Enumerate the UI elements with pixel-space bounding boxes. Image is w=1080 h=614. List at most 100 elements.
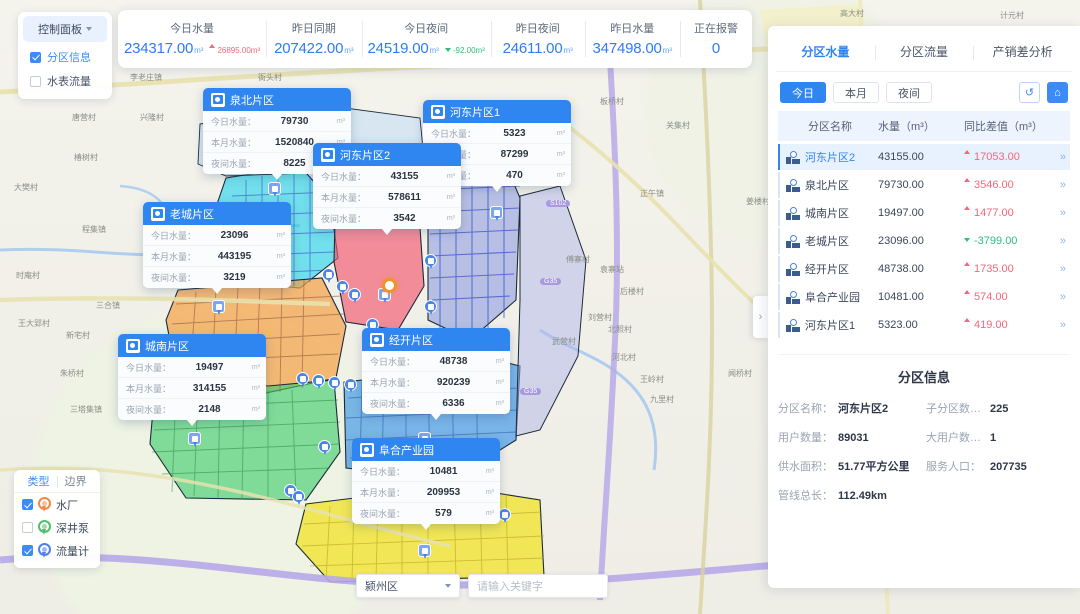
legend-tab-boundary[interactable]: 边界 [64,476,87,488]
row-expand-icon[interactable]: » [1059,319,1066,331]
road-shield-g35: G35 [520,388,542,395]
flow-meter-marker[interactable] [328,376,341,391]
filter-this-month[interactable]: 本月 [833,82,879,103]
zone-popup-row: 本月水量： 920239 m³ [362,372,510,393]
keyword-search-input[interactable]: 请输入关键字 [468,574,608,598]
table-row[interactable]: 泉北片区 79730.00 3546.00 » [778,172,1070,198]
zone-popup-row-unit: m³ [251,384,260,392]
row-expand-icon[interactable]: » [1059,291,1066,303]
legend-item-label: 流量计 [56,545,89,558]
checkbox-flow-meter[interactable] [22,545,33,556]
flow-meter-marker[interactable] [424,300,437,315]
checkbox-deep-well-pump[interactable] [22,522,33,533]
zone-popup-pointer [382,229,392,235]
triangle-up-icon [964,318,970,322]
zone-popup-row-value: 2148 [198,404,221,415]
flow-meter-marker[interactable] [366,318,379,333]
row-expand-icon[interactable]: » [1059,207,1066,219]
district-select-value: 颍州区 [365,581,398,593]
table-row[interactable]: 城南片区 19497.00 1477.00 » [778,200,1070,226]
map-legend[interactable]: 类型 边界 水厂 深井泵 流量计 [14,470,100,568]
map-place-label: 衙头村 [258,73,282,82]
zone-marker-hedong1[interactable] [490,206,503,221]
home-icon[interactable]: ⌂ [1047,82,1068,103]
zone-popup-row-label: 本月水量： [370,377,416,388]
control-panel-header[interactable]: 控制面板 [23,16,107,42]
table-row[interactable]: 阜合产业园 10481.00 574.00 » [778,284,1070,310]
row-expand-icon[interactable]: » [1059,179,1066,191]
triangle-up-icon [964,290,970,294]
zone-popup-header: 泉北片区 [203,88,351,111]
table-row[interactable]: 河东片区1 5323.00 419.00 » [778,312,1070,338]
zone-marker-icon [360,442,374,457]
table-row[interactable]: 经开片区 48738.00 1735.00 » [778,256,1070,282]
zone-marker-quanbei[interactable] [268,182,281,197]
zone-marker-fuhe[interactable] [418,544,431,559]
panel-collapse-handle[interactable]: › [753,296,768,338]
info-field-value: 112.49km [838,490,887,502]
undo-icon[interactable]: ↺ [1019,82,1040,103]
zone-marker-chengnan[interactable] [188,432,201,447]
table-row[interactable]: 河东片区2 43155.00 17053.00 » [778,144,1070,170]
flow-meter-marker[interactable] [318,440,331,455]
zone-popup-row-label: 本月水量： [211,137,257,148]
legend-item-flow-meter[interactable]: 流量计 [14,539,100,562]
zone-popup-card[interactable]: 经开片区 今日水量： 48738 m³ 本月水量： 920239 m³ 夜间水量： 6336 m³ [362,328,510,420]
zone-name-cell: 老城片区 [805,236,849,248]
flow-meter-marker[interactable] [336,280,349,295]
stat-delta-up: 26895.00m³ [209,43,260,55]
checkbox-zone-info[interactable] [30,51,41,63]
zone-diff-value: 3546.00 [974,179,1014,191]
zone-popup-row-unit: m³ [446,172,455,180]
zone-popup-row: 本月水量： 443195 m³ [143,246,291,267]
legend-item-deep-well-pump[interactable]: 深井泵 [14,516,100,539]
column-header-volume: 水量（m³） [878,121,935,133]
zone-marker-laocheng[interactable] [212,300,225,315]
zone-popup-row-value: 87299 [500,148,529,160]
legend-tab-type[interactable]: 类型 [27,476,50,488]
keyword-search-placeholder: 请输入关键字 [477,581,543,593]
legend-tabs[interactable]: 类型 边界 [14,470,100,493]
zone-popup-card[interactable]: 阜合产业园 今日水量： 10481 m³ 本月水量： 209953 m³ 夜间水量： 579 m³ [352,438,500,530]
info-field-value: 225 [990,403,1009,415]
flow-meter-marker[interactable] [424,254,437,269]
row-expand-icon[interactable]: » [1059,151,1066,163]
zone-popup-row-unit: m³ [556,150,565,158]
flow-meter-marker[interactable] [498,508,511,523]
flow-meter-marker[interactable] [292,490,305,505]
zone-popup-card[interactable]: 老城片区 今日水量： 23096 m³ 本月水量： 443195 m³ 夜间水量： 3219 m³ [143,202,291,294]
row-expand-icon[interactable]: » [1059,235,1066,247]
zone-popup-row-value: 579 [435,508,452,519]
deep-well-pump-pin-icon [38,520,51,535]
filter-night[interactable]: 夜间 [886,82,932,103]
zone-popup-row-label: 本月水量： [360,487,406,498]
zone-popup-pointer [431,414,441,420]
zone-info-block: 分区信息 分区名称： 河东片区2 子分区数… 225 用户数量： 89031 大用户数… 1 供… [778,354,1070,503]
checkbox-water-plant[interactable] [22,499,33,510]
tab-zone-volume[interactable]: 分区水量 [801,45,850,59]
zone-popup-card[interactable]: 河东片区2 今日水量： 43155 m³ 本月水量： 578611 m³ 夜间水量： 3542 m… [313,143,461,235]
row-expand-icon[interactable]: » [1059,263,1066,275]
zone-popup-card[interactable]: 城南片区 今日水量： 19497 m³ 本月水量： 314155 m³ 夜间水量： 2148 m³ [118,334,266,426]
flow-meter-marker[interactable] [322,268,335,283]
tab-nrw-analysis[interactable]: 产销差分析 [973,43,1072,60]
control-panel-item-label: 水表流量 [47,76,91,88]
control-panel-item-meter-flow[interactable]: 水表流量 [18,69,112,93]
control-panel[interactable]: 控制面板 分区信息 水表流量 [18,12,112,99]
zone-pin-icon [786,262,800,276]
flow-meter-marker[interactable] [344,378,357,393]
checkbox-meter-flow[interactable] [30,75,41,87]
control-panel-item-zone-info[interactable]: 分区信息 [18,45,112,69]
flow-meter-marker[interactable] [296,372,309,387]
flow-meter-marker[interactable] [312,374,325,389]
zone-popup-row: 夜间水量： 3219 m³ [143,267,291,288]
legend-item-water-plant[interactable]: 水厂 [14,493,100,516]
filter-today[interactable]: 今日 [780,82,826,103]
triangle-up-icon [964,150,970,154]
flow-meter-marker[interactable] [348,288,361,303]
water-plant-highlight-marker[interactable] [382,278,397,293]
zone-name-cell: 阜合产业园 [805,292,860,304]
tab-zone-flow[interactable]: 分区流量 [874,43,974,60]
table-row[interactable]: 老城片区 23096.00 -3799.00 » [778,228,1070,254]
district-select[interactable]: 颍州区 [356,574,460,598]
